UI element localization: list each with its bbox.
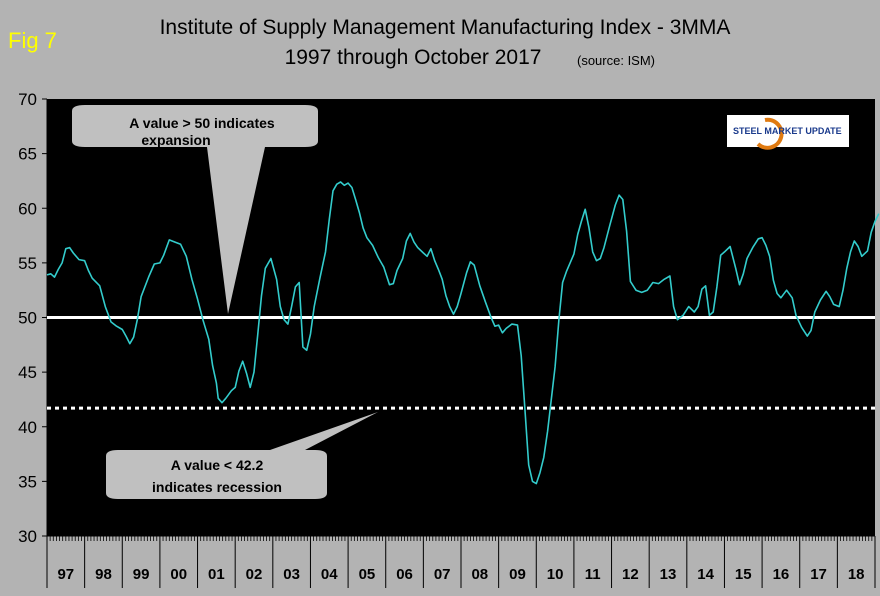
x-tick-label: 01 (208, 566, 225, 583)
reference-lines (47, 316, 875, 410)
y-tick-label: 40 (18, 418, 37, 437)
chart-subtitle: 1997 through October 2017 (285, 46, 542, 69)
logo-text: STEEL MARKET UPDATE (733, 126, 842, 136)
callout-expansion-line1: A value > 50 indicates (129, 115, 275, 131)
x-axis: 97 98 99 00 01 02 03 04 05 06 07 08 09 10 11 12 13 14 15 16… (46, 535, 876, 588)
y-axis: 30 35 40 45 50 55 60 65 70 (18, 90, 48, 546)
y-tick-label: 65 (18, 145, 37, 164)
x-tick-label: 98 (95, 566, 112, 583)
x-tick-label: 18 (848, 566, 865, 583)
x-tick-label: 10 (547, 566, 564, 583)
callout-recession-line1: A value < 42.2 (171, 457, 264, 473)
x-tick-label: 09 (509, 566, 526, 583)
x-tick-label: 16 (773, 566, 790, 583)
y-tick-label: 50 (18, 309, 37, 328)
y-tick-label: 70 (18, 90, 37, 109)
y-tick-label: 55 (18, 254, 37, 273)
x-tick-label: 02 (246, 566, 263, 583)
x-tick-label: 15 (735, 566, 752, 583)
x-tick-label: 07 (434, 566, 451, 583)
callout-recession-line2: indicates recession (152, 479, 282, 495)
callout-expansion: A value > 50 indicates expansion (72, 105, 318, 314)
x-tick-label: 17 (810, 566, 827, 583)
x-tick-label: 04 (321, 566, 338, 583)
figure-label: Fig 7 (8, 28, 57, 53)
y-tick-label: 30 (18, 527, 37, 546)
x-tick-label: 97 (57, 566, 74, 583)
x-tick-label: 11 (585, 566, 601, 583)
series-layer (46, 181, 880, 485)
x-tick-label: 14 (697, 566, 714, 583)
y-tick-label: 45 (18, 363, 37, 382)
x-tick-label: 06 (396, 566, 413, 583)
chart-source: (source: ISM) (577, 53, 655, 68)
y-tick-label: 60 (18, 199, 37, 218)
y-tick-label: 35 (18, 472, 37, 491)
callout-recession: A value < 42.2 indicates recession (106, 412, 378, 499)
x-tick-label: 08 (471, 566, 488, 583)
x-tick-label: 99 (133, 566, 150, 583)
x-tick-label: 13 (660, 566, 677, 583)
x-tick-label: 12 (622, 566, 639, 583)
ism-index-line (46, 181, 880, 485)
x-tick-label: 00 (170, 566, 187, 583)
chart-title: Institute of Supply Management Manufactu… (160, 16, 731, 39)
steel-market-update-logo: STEEL MARKET UPDATE (727, 115, 849, 150)
x-tick-label: 03 (283, 566, 300, 583)
x-tick-label: 05 (359, 566, 376, 583)
callout-expansion-line2: expansion (141, 132, 210, 148)
